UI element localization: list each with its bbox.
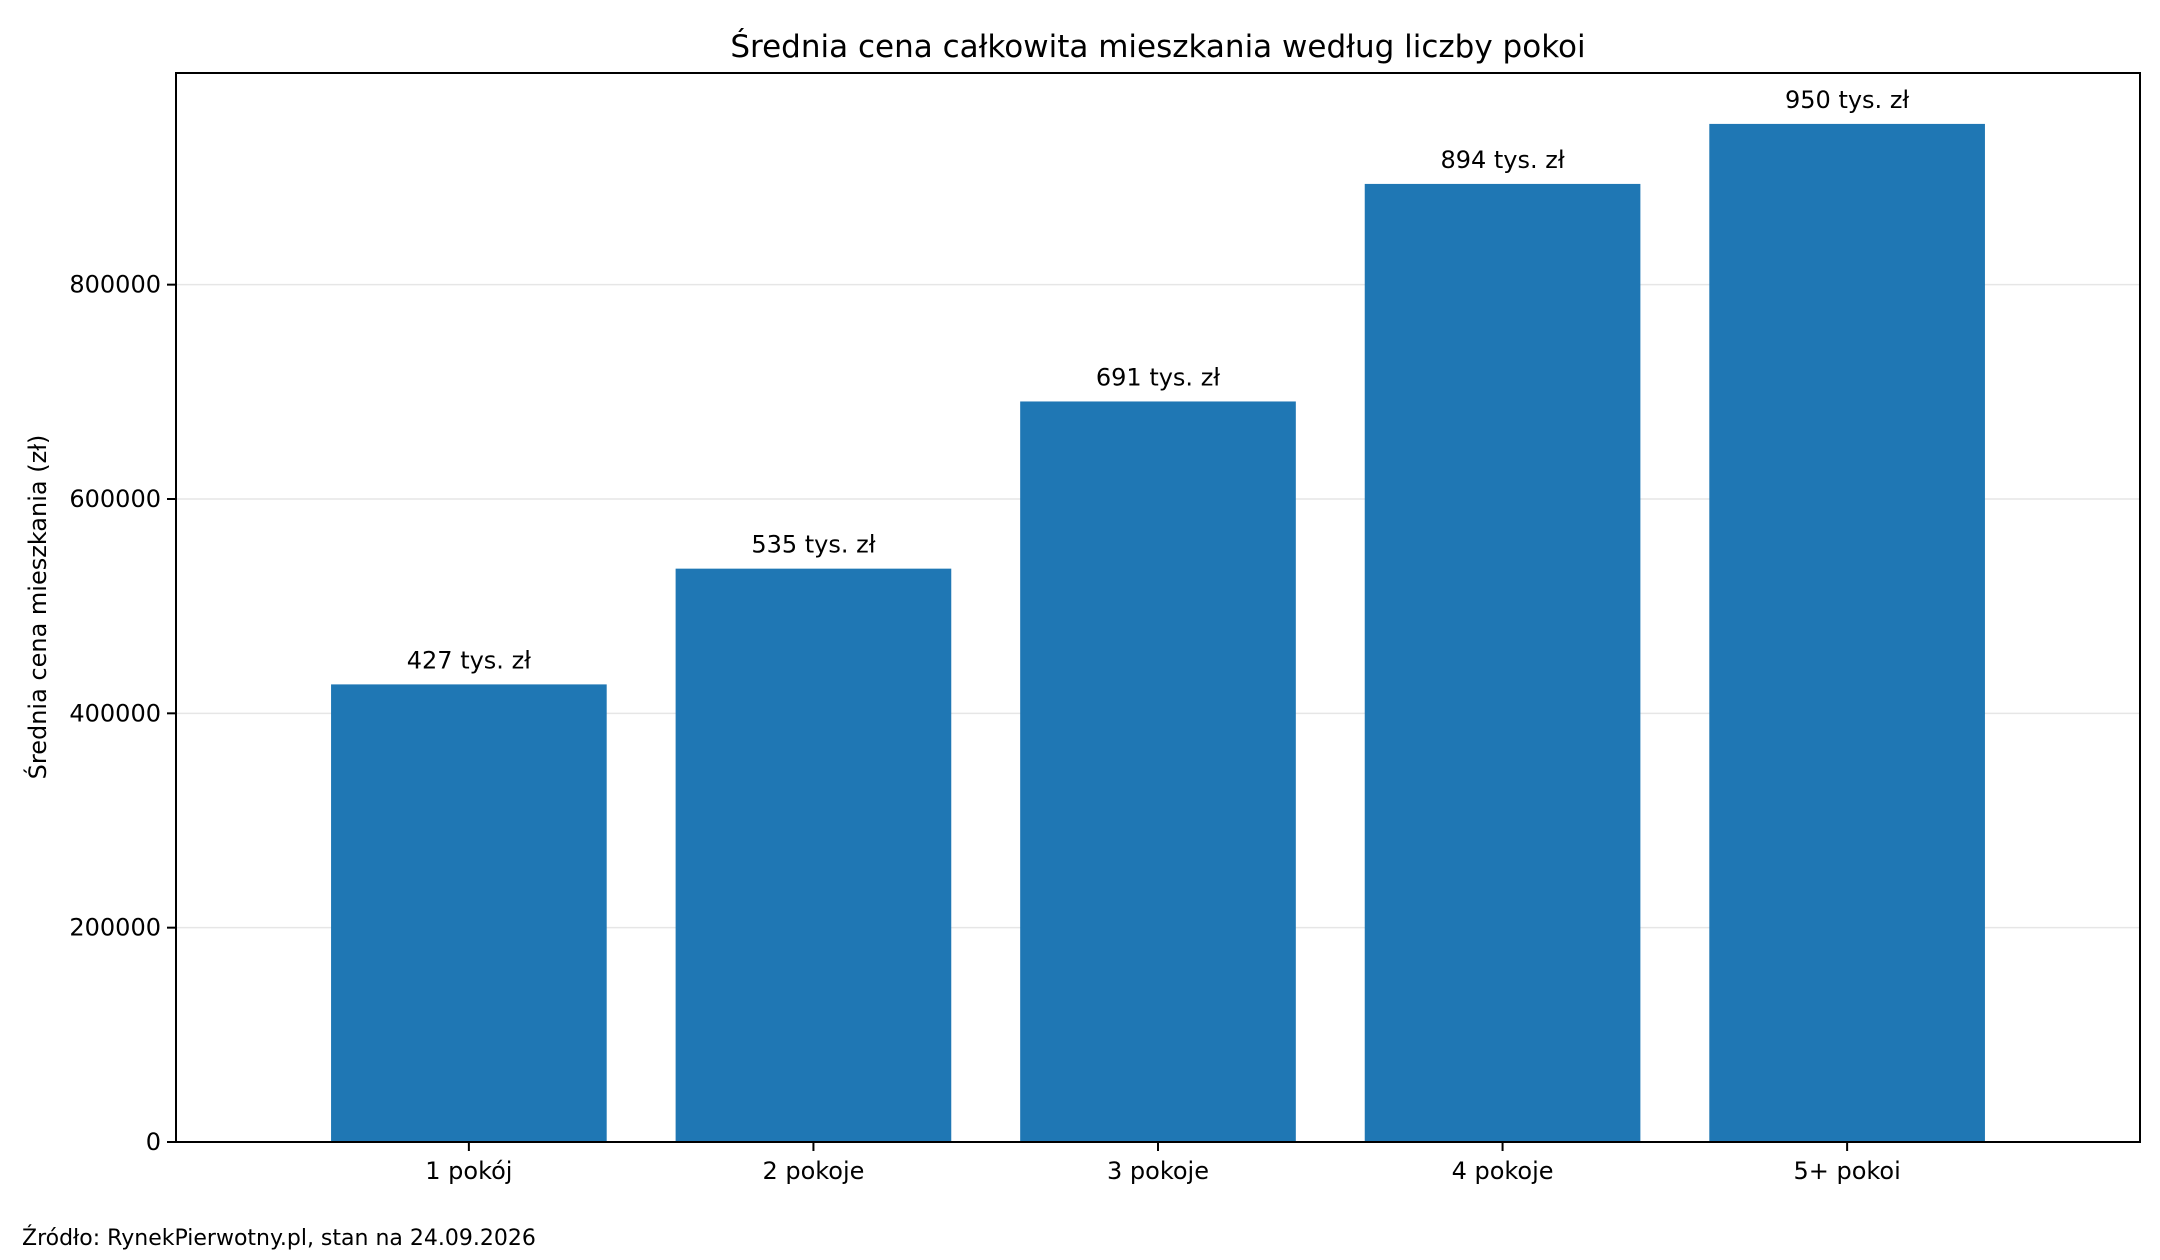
y-tick-label: 600000 [69, 485, 161, 513]
data-label: 691 tys. zł [1096, 363, 1220, 391]
source-note: Źródło: RynekPierwotny.pl, stan na 24.09… [22, 1226, 536, 1251]
y-axis-label: Średnia cena mieszkania (zł) [22, 435, 52, 780]
bar [1364, 183, 1641, 1142]
x-tick-label: 5+ pokoi [1793, 1157, 1900, 1185]
chart-title: Średnia cena całkowita mieszkania według… [730, 28, 1585, 65]
x-tick-label: 1 pokój [425, 1157, 512, 1185]
y-tick-label: 800000 [69, 271, 161, 299]
y-axis-ticks: 0 200000 400000 600000 800000 [69, 271, 176, 1156]
x-tick-label: 4 pokoje [1452, 1157, 1554, 1185]
data-label: 535 tys. zł [751, 531, 875, 559]
data-label: 950 tys. zł [1785, 86, 1909, 114]
bars [331, 123, 1985, 1142]
bar [675, 568, 952, 1142]
bar [331, 684, 607, 1142]
data-label: 427 tys. zł [407, 646, 531, 674]
data-labels: 427 tys. zł 535 tys. zł 691 tys. zł 894 tys… [407, 86, 1910, 674]
x-tick-label: 3 pokoje [1107, 1157, 1209, 1185]
bar [1709, 123, 1985, 1142]
y-tick-label: 400000 [69, 699, 161, 727]
x-axis-ticks: 1 pokój 2 pokoje 3 pokoje 4 pokoje 5+ pokoi [425, 1142, 1901, 1185]
data-label: 894 tys. zł [1440, 146, 1564, 174]
bar [1020, 401, 1296, 1142]
y-tick-label: 200000 [69, 914, 161, 942]
x-tick-label: 2 pokoje [762, 1157, 864, 1185]
y-tick-label: 0 [146, 1128, 161, 1156]
